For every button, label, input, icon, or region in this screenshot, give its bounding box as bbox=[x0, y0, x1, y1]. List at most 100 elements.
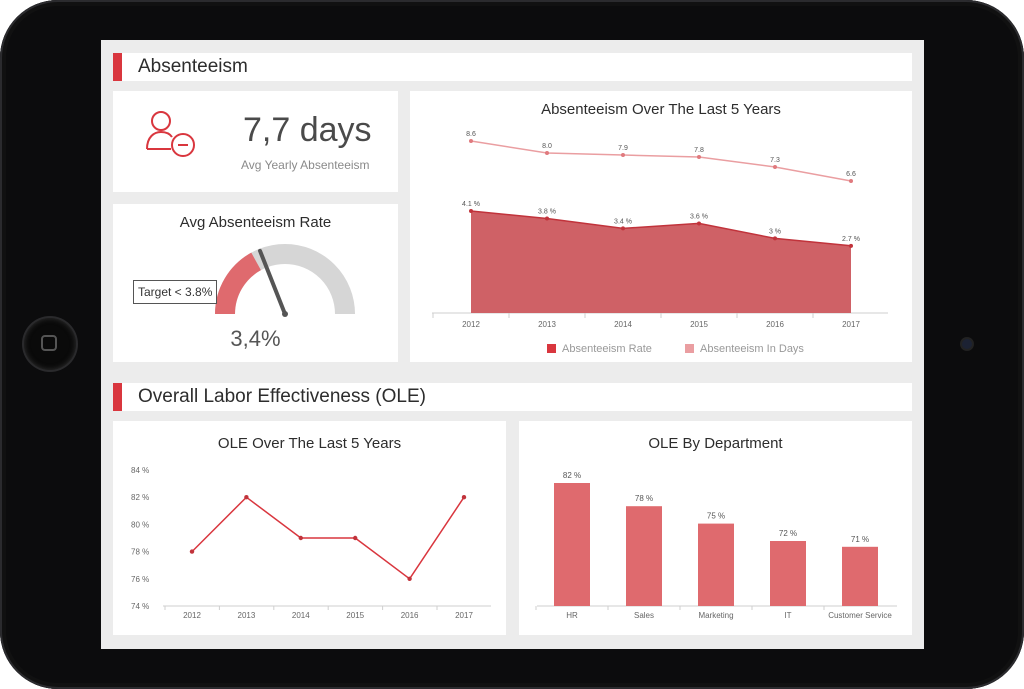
data-point bbox=[621, 226, 625, 231]
gauge-card: Avg Absenteeism Rate Target < 3.8% 3,4% bbox=[113, 204, 398, 362]
data-label: 6.6 bbox=[846, 171, 856, 178]
x-tick-label: 2014 bbox=[292, 611, 310, 620]
legend-swatch bbox=[685, 344, 694, 353]
x-tick-label: Marketing bbox=[698, 611, 733, 620]
bar bbox=[626, 506, 662, 606]
data-label: 8.6 bbox=[466, 131, 476, 138]
data-point bbox=[545, 151, 549, 155]
legend-swatch bbox=[547, 344, 556, 353]
legend-label: Absenteeism Rate bbox=[562, 343, 652, 355]
absenteeism-trend-card: Absenteeism Over The Last 5 Years 2012 20… bbox=[410, 91, 912, 362]
data-point bbox=[621, 153, 625, 157]
data-point bbox=[697, 155, 701, 159]
data-label: 72 % bbox=[779, 529, 797, 538]
data-label: 3 % bbox=[769, 228, 781, 235]
data-point bbox=[545, 216, 549, 221]
x-tick-label: Customer Service bbox=[828, 611, 892, 620]
data-point bbox=[849, 179, 853, 183]
absenteeism-trend-chart: 2012 2013 2014 2015 2016 2017 4.1 % 3.8 % 3.4 % 3… bbox=[432, 131, 888, 329]
x-tick-label: 2014 bbox=[614, 320, 632, 329]
bar bbox=[842, 546, 878, 606]
bar bbox=[698, 523, 734, 606]
data-label: 3.4 % bbox=[614, 218, 632, 225]
data-point bbox=[353, 535, 358, 541]
data-point bbox=[244, 495, 249, 500]
chart-title: Absenteeism Over The Last 5 Years bbox=[541, 101, 781, 118]
y-tick-label: 84 % bbox=[131, 466, 149, 475]
data-label: 3.8 % bbox=[538, 208, 556, 215]
data-label: 2.7 % bbox=[842, 236, 860, 243]
data-point bbox=[849, 243, 853, 248]
kpi-label: Avg Yearly Absenteeism bbox=[241, 158, 370, 172]
kpi-card: 7,7 days Avg Yearly Absenteeism bbox=[113, 91, 398, 192]
bar bbox=[554, 483, 590, 606]
section-title: Absenteeism bbox=[138, 56, 248, 77]
ole-department-card: OLE By Department 82 % HR 78 % Sales 75 % Mar… bbox=[519, 421, 912, 635]
x-tick-label: HR bbox=[566, 611, 578, 620]
x-tick-label: 2017 bbox=[455, 611, 473, 620]
y-tick-label: 76 % bbox=[131, 575, 149, 584]
series-line-ole bbox=[191, 496, 465, 580]
ole-department-chart: 82 % HR 78 % Sales 75 % Marketing 72 % IT 71 % Cu… bbox=[535, 471, 897, 620]
x-tick-label: 2016 bbox=[401, 611, 419, 620]
target-label: Target < 3.8% bbox=[133, 280, 218, 304]
x-tick-label: 2012 bbox=[183, 611, 201, 620]
home-button[interactable] bbox=[24, 318, 76, 370]
data-point bbox=[189, 549, 195, 554]
x-tick-label: 2013 bbox=[238, 611, 256, 620]
data-point bbox=[469, 139, 473, 143]
data-label: 82 % bbox=[563, 471, 581, 480]
data-label: 7.3 bbox=[770, 157, 780, 164]
data-label: 4.1 % bbox=[462, 201, 480, 208]
section-title: Overall Labor Effectiveness (OLE) bbox=[138, 386, 426, 407]
y-tick-label: 78 % bbox=[131, 548, 149, 557]
data-label: 8.0 bbox=[542, 143, 552, 150]
data-point bbox=[469, 209, 473, 213]
gauge-fill bbox=[215, 252, 262, 315]
data-point bbox=[461, 495, 467, 500]
gauge-needle bbox=[258, 248, 287, 316]
x-tick-label: 2012 bbox=[462, 320, 480, 329]
section-header-ole: Overall Labor Effectiveness (OLE) bbox=[113, 383, 912, 411]
data-label: 3.6 % bbox=[690, 213, 708, 220]
legend-item-days: Absenteeism In Days bbox=[685, 343, 804, 355]
x-tick-label: Sales bbox=[634, 611, 654, 620]
gauge-value: 3,4% bbox=[230, 326, 281, 351]
data-label: 7.9 bbox=[618, 145, 628, 152]
y-tick-label: 80 % bbox=[131, 520, 149, 529]
gauge-title: Avg Absenteeism Rate bbox=[179, 214, 332, 231]
section-header-absenteeism: Absenteeism bbox=[113, 53, 912, 81]
data-label: 7.8 bbox=[694, 147, 704, 154]
section-accent-bar bbox=[113, 383, 122, 411]
data-point bbox=[773, 165, 777, 169]
gauge-svg bbox=[215, 244, 355, 317]
x-tick-label: 2015 bbox=[346, 611, 364, 620]
x-tick-label: 2017 bbox=[842, 320, 860, 329]
kpi-value: 7,7 days bbox=[243, 111, 372, 149]
ole-trend-card: OLE Over The Last 5 Years 84 % 82 % 80 % 78… bbox=[113, 421, 506, 635]
data-label: 71 % bbox=[851, 535, 869, 544]
ole-trend-chart: 84 % 82 % 80 % 78 % 76 % 74 % 2012 2013 2014 2015… bbox=[131, 466, 491, 620]
series-line-absenteeism-days bbox=[470, 140, 852, 182]
bar bbox=[770, 541, 806, 606]
series-area-absenteeism-rate bbox=[471, 211, 851, 313]
data-point bbox=[697, 221, 701, 226]
data-point bbox=[773, 236, 777, 241]
x-tick-label: 2015 bbox=[690, 320, 708, 329]
x-tick-label: 2016 bbox=[766, 320, 784, 329]
camera-icon bbox=[962, 339, 972, 349]
data-label: 78 % bbox=[635, 494, 653, 503]
y-tick-label: 74 % bbox=[131, 602, 149, 611]
x-tick-label: IT bbox=[784, 611, 791, 620]
y-tick-label: 82 % bbox=[131, 493, 149, 502]
gauge-needle-hub bbox=[282, 311, 288, 317]
data-point bbox=[298, 535, 303, 541]
legend-label: Absenteeism In Days bbox=[700, 343, 804, 355]
home-square-icon bbox=[41, 335, 57, 351]
data-point bbox=[407, 576, 412, 581]
x-tick-label: 2013 bbox=[538, 320, 556, 329]
series-line-absenteeism-rate bbox=[470, 210, 852, 247]
data-label: 75 % bbox=[707, 512, 725, 521]
section-accent-bar bbox=[113, 53, 122, 81]
chart-title: OLE Over The Last 5 Years bbox=[217, 435, 402, 452]
